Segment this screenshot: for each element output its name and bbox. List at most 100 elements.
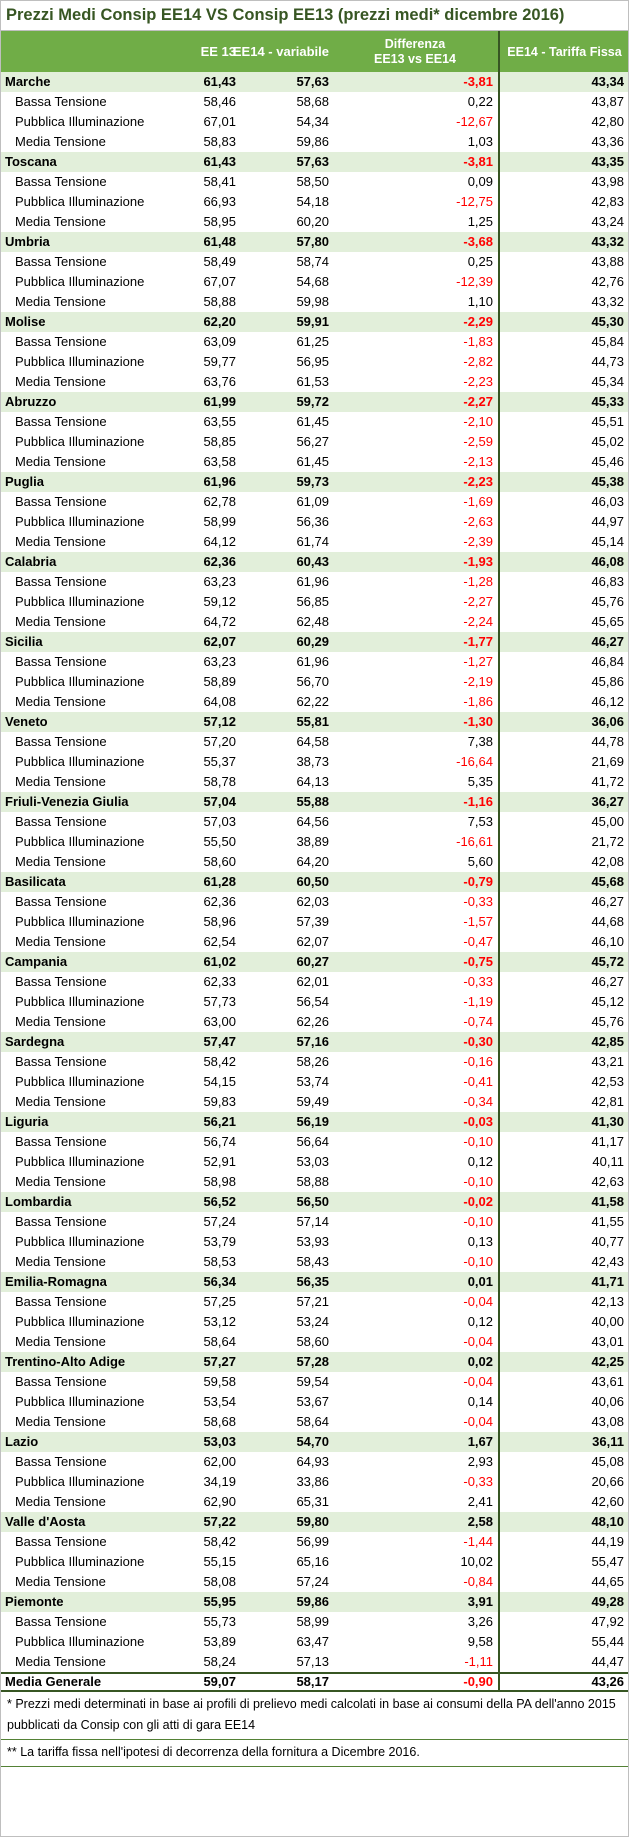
- ee14-variabile-value: 61,45: [296, 414, 329, 429]
- tariffa-fissa-value: 42,63: [498, 1172, 628, 1192]
- ee14-variabile-value: 56,85: [296, 594, 329, 609]
- tariffa-fissa-value: 36,27: [498, 792, 628, 812]
- differenza-value: -0,04: [463, 1294, 493, 1309]
- row-label: Media Tensione: [15, 854, 106, 869]
- row-label: Pubblica Illuminazione: [15, 194, 145, 209]
- sub-row: Media Tensione 58,88 59,98 1,10 43,32: [1, 292, 628, 312]
- row-label: Bassa Tensione: [15, 1294, 107, 1309]
- ee13-value: 61,28: [203, 874, 236, 889]
- tariffa-fissa-value: 45,02: [498, 432, 628, 452]
- sub-row: Media Tensione 62,90 65,31 2,41 42,60: [1, 1492, 628, 1512]
- ee13-value: 61,99: [203, 394, 236, 409]
- ee14-variabile-value: 54,70: [296, 1434, 329, 1449]
- ee14-variabile-value: 57,21: [296, 1294, 329, 1309]
- sub-row: Media Tensione 58,68 58,64 -0,04 43,08: [1, 1412, 628, 1432]
- ee14-variabile-value: 53,93: [296, 1234, 329, 1249]
- differenza-value: 5,60: [467, 854, 493, 869]
- sub-row: Media Tensione 58,95 60,20 1,25 43,24: [1, 212, 628, 232]
- row-label: Abruzzo: [5, 394, 57, 409]
- ee14-variabile-value: 58,43: [296, 1254, 329, 1269]
- ee14-variabile-value: 56,36: [296, 514, 329, 529]
- tariffa-fissa-value: 46,10: [498, 932, 628, 952]
- region-row: Marche 61,43 57,63 -3,81 43,34: [1, 72, 628, 92]
- tariffa-fissa-value: 49,28: [498, 1592, 628, 1612]
- row-label: Bassa Tensione: [15, 94, 107, 109]
- sub-row: Bassa Tensione 58,46 58,68 0,22 43,87: [1, 92, 628, 112]
- differenza-value: 2,41: [467, 1494, 493, 1509]
- ee13-value: 61,96: [203, 474, 236, 489]
- ee13-value: 53,79: [203, 1234, 236, 1249]
- region-row: Trentino-Alto Adige 57,27 57,28 0,02 42,25: [1, 1352, 628, 1372]
- sub-row: Media Tensione 63,76 61,53 -2,23 45,34: [1, 372, 628, 392]
- ee14-variabile-value: 64,20: [296, 854, 329, 869]
- ee13-value: 67,01: [203, 114, 236, 129]
- ee13-value: 58,89: [203, 674, 236, 689]
- tariffa-fissa-value: 44,65: [498, 1572, 628, 1592]
- ee13-value: 56,21: [203, 1114, 236, 1129]
- row-label: Emilia-Romagna: [5, 1274, 107, 1289]
- ee14-variabile-value: 33,86: [296, 1474, 329, 1489]
- region-row: Emilia-Romagna 56,34 56,35 0,01 41,71: [1, 1272, 628, 1292]
- sub-row: Pubblica Illuminazione 55,15 65,16 10,02 55,…: [1, 1552, 628, 1572]
- region-row: Calabria 62,36 60,43 -1,93 46,08: [1, 552, 628, 572]
- row-label: Bassa Tensione: [15, 494, 107, 509]
- differenza-value: -2,29: [463, 314, 493, 329]
- ee13-value: 57,27: [203, 1354, 236, 1369]
- differenza-value: -0,33: [463, 974, 493, 989]
- sub-row: Bassa Tensione 57,20 64,58 7,38 44,78: [1, 732, 628, 752]
- ee14-variabile-value: 58,68: [296, 94, 329, 109]
- ee13-value: 54,15: [203, 1074, 236, 1089]
- row-label: Media Tensione: [15, 1174, 106, 1189]
- tariffa-fissa-value: 45,72: [498, 952, 628, 972]
- tariffa-fissa-value: 45,68: [498, 872, 628, 892]
- row-label: Media Generale: [5, 1674, 102, 1689]
- row-label: Media Tensione: [15, 294, 106, 309]
- tariffa-fissa-value: 42,83: [498, 192, 628, 212]
- differenza-value: -0,74: [463, 1014, 493, 1029]
- sub-row: Media Tensione 58,24 57,13 -1,11 44,47: [1, 1652, 628, 1672]
- ee13-value: 63,76: [203, 374, 236, 389]
- differenza-value: 1,25: [467, 214, 493, 229]
- ee13-value: 64,12: [203, 534, 236, 549]
- ee14-variabile-value: 59,49: [296, 1094, 329, 1109]
- header-tariffa-fissa: EE14 - Tariffa Fissa: [498, 31, 628, 72]
- sub-row: Pubblica Illuminazione 55,50 38,89 -16,61 21…: [1, 832, 628, 852]
- ee14-variabile-value: 57,63: [296, 154, 329, 169]
- differenza-value: -1,30: [463, 714, 493, 729]
- sub-row: Bassa Tensione 59,58 59,54 -0,04 43,61: [1, 1372, 628, 1392]
- ee14-variabile-value: 59,54: [296, 1374, 329, 1389]
- row-label: Umbria: [5, 234, 50, 249]
- row-label: Friuli-Venezia Giulia: [5, 794, 129, 809]
- tariffa-fissa-value: 44,97: [498, 512, 628, 532]
- ee13-value: 55,73: [203, 1614, 236, 1629]
- row-label: Pubblica Illuminazione: [15, 354, 145, 369]
- ee14-variabile-value: 60,29: [296, 634, 329, 649]
- ee13-value: 62,33: [203, 974, 236, 989]
- differenza-value: -0,30: [463, 1034, 493, 1049]
- sub-row: Media Tensione 63,58 61,45 -2,13 45,46: [1, 452, 628, 472]
- row-label: Media Tensione: [15, 694, 106, 709]
- differenza-value: -0,10: [463, 1174, 493, 1189]
- tariffa-fissa-value: 40,00: [498, 1312, 628, 1332]
- ee13-value: 59,83: [203, 1094, 236, 1109]
- ee14-variabile-value: 64,13: [296, 774, 329, 789]
- sub-row: Bassa Tensione 62,36 62,03 -0,33 46,27: [1, 892, 628, 912]
- header-differenza: Differenza EE13 vs EE14: [334, 31, 498, 72]
- row-label: Media Tensione: [15, 1334, 106, 1349]
- ee14-variabile-value: 62,07: [296, 934, 329, 949]
- row-label: Bassa Tensione: [15, 1134, 107, 1149]
- header-category: [1, 31, 187, 72]
- differenza-value: 0,02: [467, 1354, 493, 1369]
- ee14-variabile-value: 55,88: [296, 794, 329, 809]
- ee14-variabile-value: 64,93: [296, 1454, 329, 1469]
- tariffa-fissa-value: 36,11: [498, 1432, 628, 1452]
- ee14-variabile-value: 57,14: [296, 1214, 329, 1229]
- differenza-value: -0,90: [463, 1674, 493, 1689]
- tariffa-fissa-value: 45,84: [498, 332, 628, 352]
- region-row: Piemonte 55,95 59,86 3,91 49,28: [1, 1592, 628, 1612]
- ee13-value: 62,90: [203, 1494, 236, 1509]
- row-label: Calabria: [5, 554, 57, 569]
- header-ee13: EE 13: [200, 44, 236, 59]
- row-label: Media Tensione: [15, 1094, 106, 1109]
